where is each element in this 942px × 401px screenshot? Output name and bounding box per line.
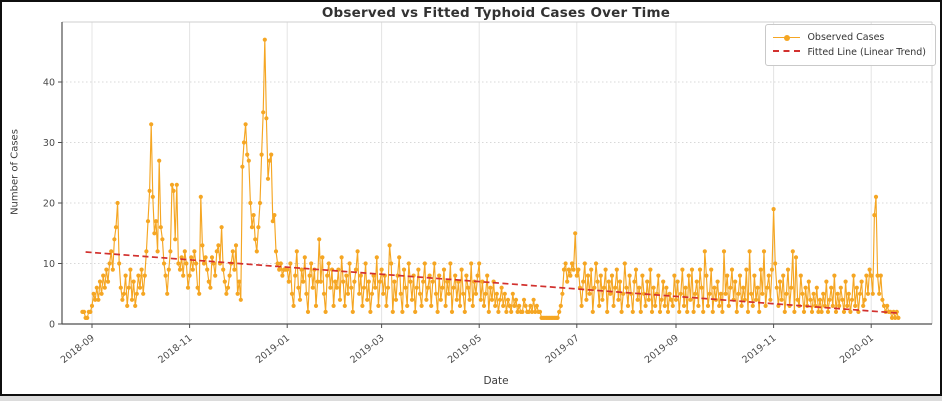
- legend-label-fitted: Fitted Line (Linear Trend): [807, 47, 926, 58]
- grid-lines: [62, 22, 932, 324]
- svg-text:0: 0: [49, 320, 55, 331]
- x-tick-labels: 2018-09 2018-11 2019-01 2019-03 2019-05 2019-…: [59, 324, 876, 366]
- svg-text:2019-07: 2019-07: [544, 333, 582, 366]
- svg-text:20: 20: [43, 199, 55, 210]
- observed-cases-series: [80, 37, 901, 320]
- svg-text:40: 40: [43, 78, 55, 89]
- typhoid-cases-chart: 0 10 20 30 40 2018-09 2018-11 2019-01 2019-03 201…: [2, 2, 940, 394]
- fitted-trend-line: [85, 251, 899, 314]
- svg-text:2018-09: 2018-09: [59, 333, 97, 366]
- svg-text:2018-11: 2018-11: [156, 333, 194, 366]
- axes-spines: [61, 21, 933, 325]
- chart-legend: Observed Cases Fitted Line (Linear Trend…: [765, 24, 936, 66]
- svg-text:2019-03: 2019-03: [348, 333, 386, 366]
- svg-text:2019-11: 2019-11: [740, 333, 778, 366]
- svg-text:2019-01: 2019-01: [254, 333, 292, 366]
- fitted-dashed-line-icon: [773, 48, 801, 57]
- chart-title: Observed vs Fitted Typhoid Cases Over Ti…: [321, 5, 671, 21]
- legend-item-observed: Observed Cases: [773, 30, 926, 45]
- y-axis-label: Number of Cases: [9, 129, 21, 215]
- y-tick-labels: 0 10 20 30 40: [43, 78, 62, 331]
- legend-label-observed: Observed Cases: [807, 32, 885, 43]
- x-axis-label: Date: [483, 375, 509, 387]
- legend-item-fitted: Fitted Line (Linear Trend): [773, 45, 926, 60]
- window-bottom-edge: [0, 396, 942, 401]
- svg-text:2020-01: 2020-01: [838, 333, 876, 366]
- svg-text:2019-09: 2019-09: [643, 333, 681, 366]
- svg-text:2019-05: 2019-05: [446, 333, 484, 366]
- svg-text:30: 30: [43, 138, 55, 149]
- svg-text:10: 10: [43, 259, 55, 270]
- observed-line-marker-icon: [773, 33, 801, 42]
